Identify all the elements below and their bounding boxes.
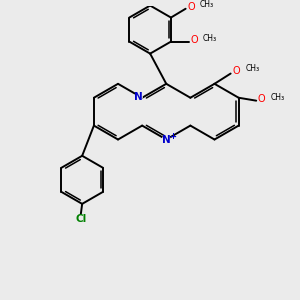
- Text: CH₃: CH₃: [202, 34, 217, 43]
- Text: CH₃: CH₃: [200, 0, 214, 9]
- Text: O: O: [232, 66, 240, 76]
- Text: Cl: Cl: [75, 214, 86, 224]
- Text: +: +: [169, 131, 176, 140]
- Text: N: N: [162, 134, 171, 145]
- Text: CH₃: CH₃: [245, 64, 260, 73]
- Text: CH₃: CH₃: [271, 93, 285, 102]
- Text: O: O: [187, 2, 195, 12]
- Text: N: N: [134, 92, 143, 102]
- Text: O: O: [258, 94, 265, 104]
- Circle shape: [162, 136, 170, 143]
- Text: O: O: [190, 35, 198, 45]
- Circle shape: [134, 93, 142, 101]
- Circle shape: [77, 216, 85, 223]
